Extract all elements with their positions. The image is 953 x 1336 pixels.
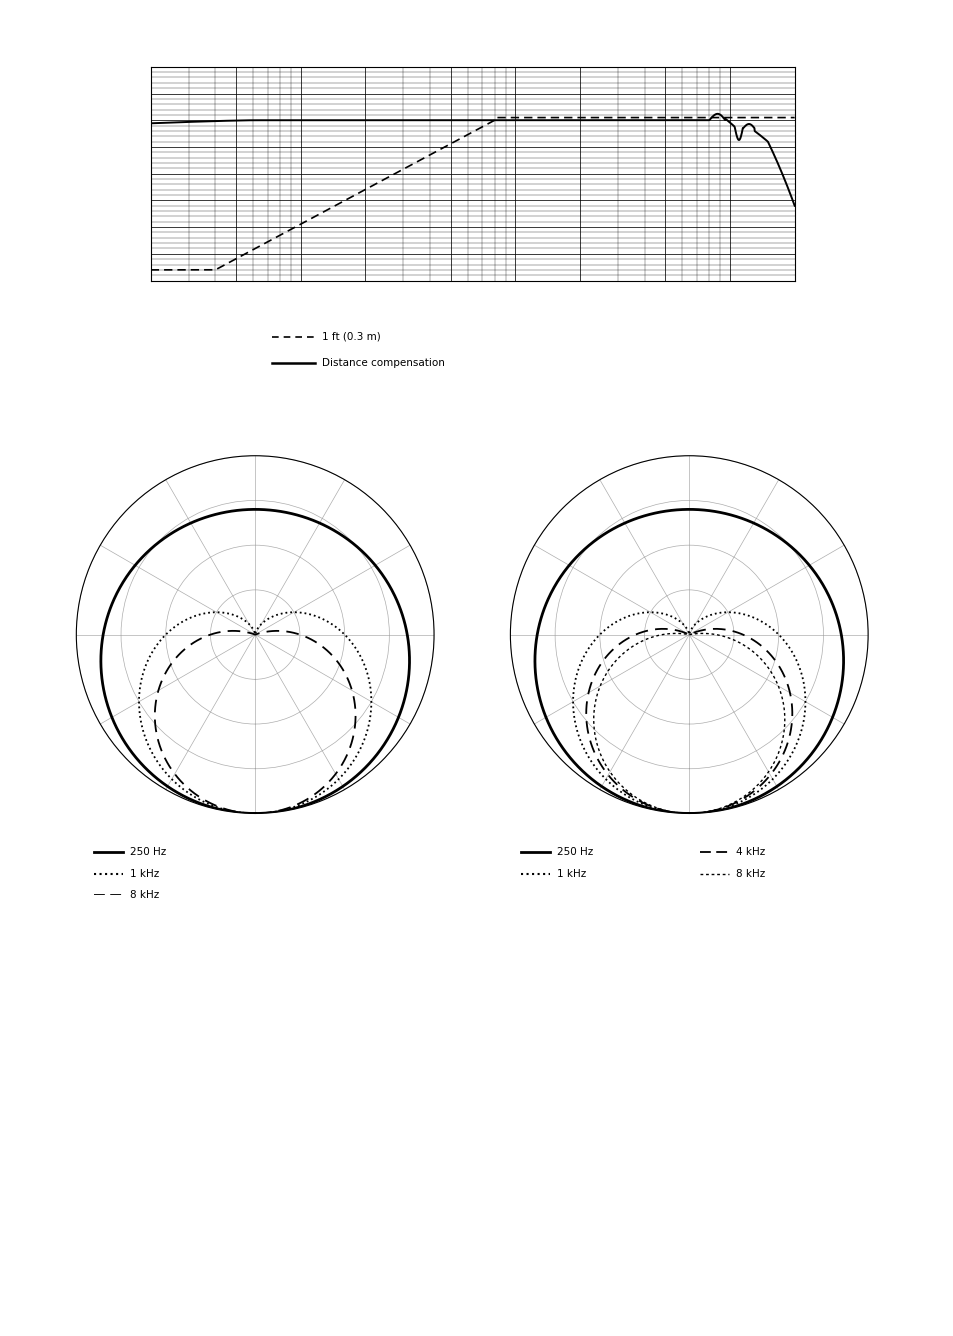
Text: 8 kHz: 8 kHz xyxy=(735,868,764,879)
Text: 1 kHz: 1 kHz xyxy=(130,868,159,879)
Text: 250 Hz: 250 Hz xyxy=(557,847,593,858)
Text: 250 Hz: 250 Hz xyxy=(130,847,166,858)
Text: 1 kHz: 1 kHz xyxy=(557,868,585,879)
Text: 1 ft (0.3 m): 1 ft (0.3 m) xyxy=(322,331,381,342)
Text: 4 kHz: 4 kHz xyxy=(735,847,764,858)
Text: 8 kHz: 8 kHz xyxy=(130,890,159,900)
Text: Distance compensation: Distance compensation xyxy=(322,358,445,369)
